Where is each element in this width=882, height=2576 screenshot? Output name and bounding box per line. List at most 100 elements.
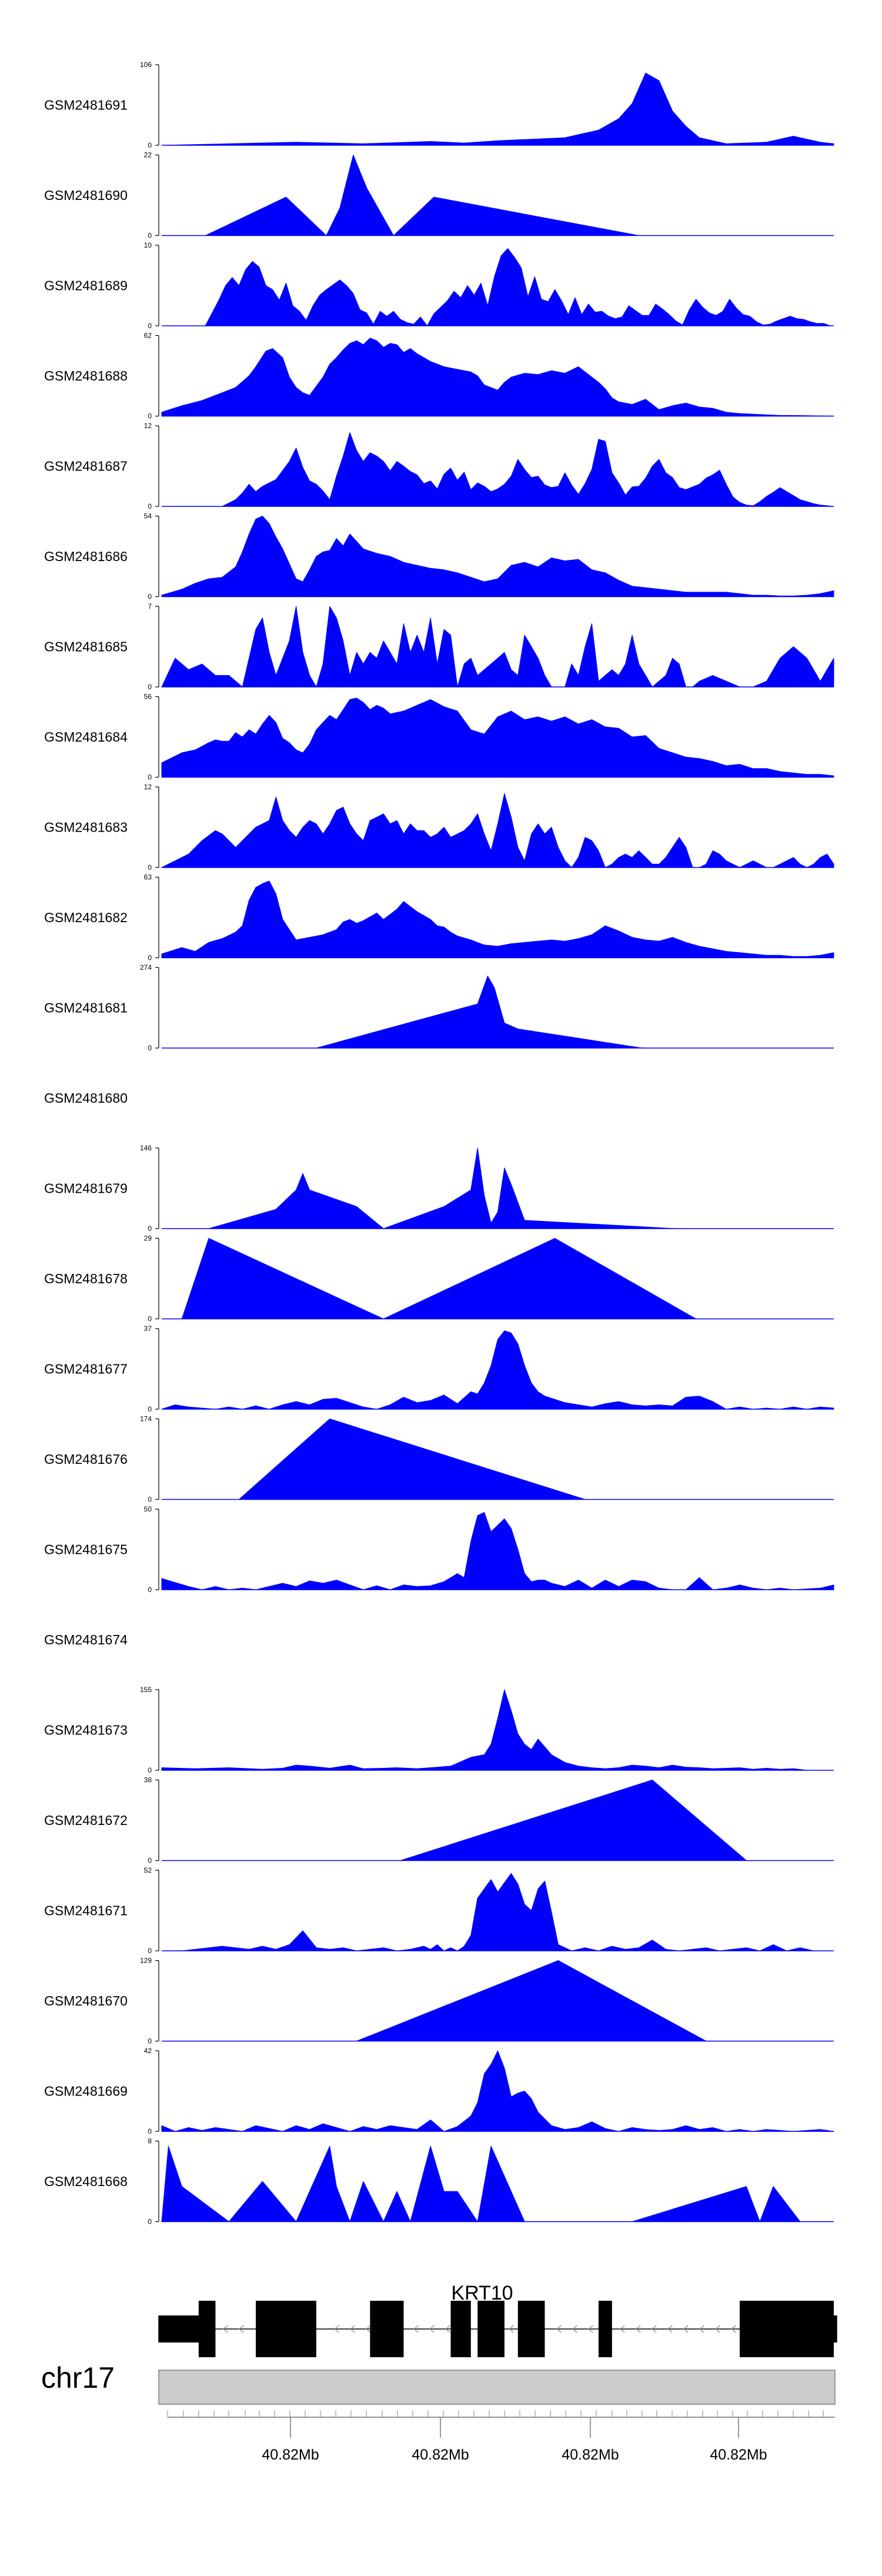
track-GSM2481674: GSM2481674 — [44, 1632, 128, 1647]
track-GSM2481691: GSM2481691 106 0 — [44, 61, 834, 149]
signal-area — [161, 72, 834, 146]
strand-arrow — [350, 2325, 355, 2333]
y-min-label: 0 — [148, 2037, 152, 2046]
track-name: GSM2481669 — [44, 2084, 128, 2099]
track-name: GSM2481682 — [44, 910, 128, 925]
signal-area — [181, 432, 834, 507]
y-min-label: 0 — [148, 1766, 152, 1774]
track-GSM2481668: GSM2481668 8 0 — [44, 2137, 834, 2226]
strand-arrow — [731, 2325, 736, 2333]
y-max-label: 50 — [144, 1505, 152, 1513]
track-GSM2481685: GSM2481685 7 0 — [44, 602, 834, 691]
signal-area — [238, 1419, 586, 1500]
y-max-label: 37 — [144, 1324, 152, 1333]
gene-exon — [517, 2301, 545, 2357]
signal-area — [181, 1873, 814, 1951]
y-max-label: 42 — [144, 2047, 152, 2055]
signal-area — [356, 1960, 707, 2041]
strand-arrow — [667, 2325, 673, 2333]
strand-arrow — [366, 2325, 371, 2333]
gene-exon — [598, 2301, 612, 2357]
signal-area — [208, 1147, 676, 1229]
y-min-label: 0 — [148, 773, 152, 782]
y-min-label: 0 — [148, 2218, 152, 2226]
y-min-label: 0 — [148, 1315, 152, 1323]
y-max-label: 38 — [144, 1776, 152, 1784]
track-GSM2481679: GSM2481679 146 0 — [44, 1144, 834, 1233]
y-max-label: 274 — [140, 963, 152, 972]
y-min-label: 0 — [148, 593, 152, 601]
signal-area — [161, 1689, 807, 1771]
track-GSM2481680: GSM2481680 — [44, 1090, 128, 1106]
track-GSM2481671: GSM2481671 52 0 — [44, 1866, 834, 1955]
chromosome-ideogram — [158, 2370, 836, 2405]
y-min-label: 0 — [148, 954, 152, 962]
track-name: GSM2481679 — [44, 1181, 128, 1196]
track-GSM2481681: GSM2481681 274 0 — [44, 963, 834, 1052]
axis-tick-label: 40.82Mb — [262, 2447, 319, 2463]
track-name: GSM2481676 — [44, 1451, 128, 1467]
y-max-label: 155 — [140, 1686, 152, 1694]
y-max-label: 7 — [148, 602, 152, 610]
track-name: GSM2481677 — [44, 1362, 128, 1377]
genome-axis-track: chr17 40.82Mb 40.82Mb 40.82Mb 40.82Mb — [41, 2361, 836, 2463]
y-max-label: 174 — [140, 1415, 152, 1423]
signal-area — [161, 1330, 834, 1410]
signal-area — [205, 248, 831, 326]
strand-arrow — [413, 2325, 419, 2333]
track-name: GSM2481689 — [44, 278, 128, 293]
track-name: GSM2481678 — [44, 1271, 128, 1286]
track-GSM2481677: GSM2481677 37 0 — [44, 1324, 834, 1413]
y-min-label: 0 — [148, 322, 152, 330]
strand-arrow — [620, 2325, 625, 2333]
strand-arrow — [699, 2325, 704, 2333]
signal-area — [161, 606, 834, 688]
track-name: GSM2481690 — [44, 188, 128, 203]
track-name: GSM2481684 — [44, 729, 128, 745]
y-max-label: 129 — [140, 1957, 152, 1965]
strand-arrow — [239, 2325, 244, 2333]
y-min-label: 0 — [148, 1586, 152, 1594]
y-max-label: 10 — [144, 241, 152, 249]
track-GSM2481687: GSM2481687 12 0 — [44, 422, 834, 510]
signal-area — [161, 2145, 801, 2222]
track-GSM2481682: GSM2481682 63 0 — [44, 873, 834, 962]
track-name: GSM2481681 — [44, 1000, 128, 1016]
track-GSM2481669: GSM2481669 42 0 — [44, 2047, 834, 2135]
gene-exon — [256, 2301, 316, 2357]
y-min-label: 0 — [148, 683, 152, 691]
track-name: GSM2481687 — [44, 459, 128, 474]
gene-model-track: KRT10 — [158, 2282, 837, 2357]
gene-exon — [739, 2301, 834, 2357]
y-min-label: 0 — [148, 1496, 152, 1504]
y-max-label: 63 — [144, 873, 152, 882]
track-name: GSM2481671 — [44, 1903, 128, 1918]
track-name: GSM2481691 — [44, 98, 128, 113]
strand-arrow — [429, 2325, 435, 2333]
y-max-label: 29 — [144, 1234, 152, 1243]
signal-area — [161, 516, 834, 597]
track-GSM2481673: GSM2481673 155 0 — [44, 1686, 834, 1774]
gene-exon — [450, 2301, 471, 2357]
data-tracks: GSM24816911060GSM2481690220GSM2481689100… — [44, 61, 834, 2226]
track-name: GSM2481670 — [44, 1993, 128, 2008]
y-min-label: 0 — [148, 1224, 152, 1233]
strand-arrow — [509, 2325, 514, 2333]
y-max-label: 54 — [144, 512, 152, 520]
axis-tick-label: 40.82Mb — [412, 2447, 469, 2463]
track-GSM2481678: GSM2481678 29 0 — [44, 1234, 834, 1323]
signal-area — [181, 1238, 697, 1319]
gene-exon — [477, 2301, 505, 2357]
axis-tick-label: 40.82Mb — [562, 2447, 619, 2463]
strand-arrow — [572, 2325, 577, 2333]
track-name: GSM2481683 — [44, 820, 128, 835]
track-GSM2481683: GSM2481683 12 0 — [44, 783, 834, 872]
y-min-label: 0 — [148, 1947, 152, 1955]
strand-arrow — [715, 2325, 720, 2333]
track-GSM2481670: GSM2481670 129 0 — [44, 1957, 834, 2046]
track-name: GSM2481675 — [44, 1542, 128, 1557]
y-max-label: 56 — [144, 693, 152, 701]
y-max-label: 12 — [144, 422, 152, 430]
signal-area — [161, 2050, 834, 2132]
